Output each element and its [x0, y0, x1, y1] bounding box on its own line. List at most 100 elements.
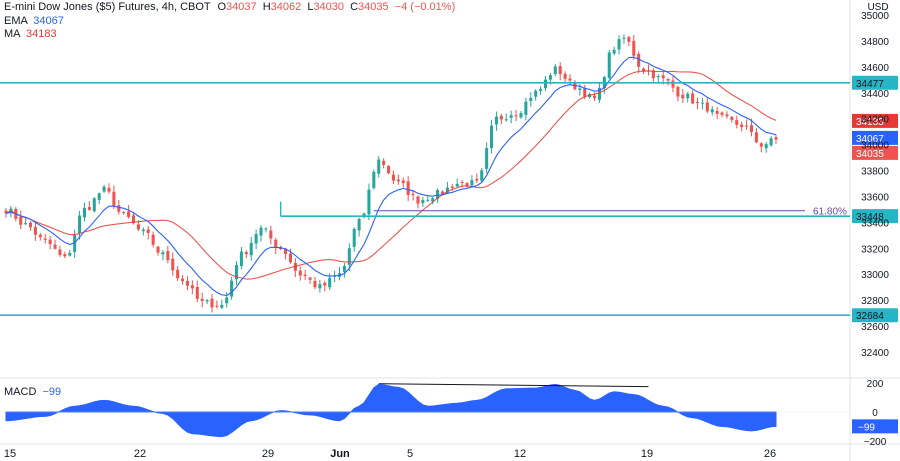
macd-label: MACD [4, 386, 37, 398]
time-tick-label: 22 [134, 448, 146, 460]
candle [48, 236, 52, 250]
candle-body [431, 198, 435, 202]
candle [303, 269, 307, 281]
candle [646, 64, 651, 76]
candle-body [470, 180, 474, 186]
candle-body [362, 213, 366, 218]
ema-legend[interactable]: EMA 34067 [4, 15, 64, 28]
candle-body [543, 79, 548, 89]
candle-body [583, 87, 587, 97]
candle [166, 245, 170, 264]
candle-body [318, 284, 322, 289]
high-label: H [262, 1, 271, 13]
candle-body [264, 228, 268, 230]
macd-divergence-line [378, 383, 649, 388]
candle [73, 229, 77, 258]
candle-body [92, 198, 96, 212]
level-price-tag: 32684 [852, 308, 898, 323]
candle [745, 119, 749, 130]
candle-body [485, 148, 489, 169]
candle [529, 92, 533, 107]
price-tag-ma: 34183 [852, 113, 898, 128]
ma-line [5, 70, 777, 280]
price-tag-label: 34067 [856, 134, 884, 145]
candle-body [563, 73, 567, 79]
candle-body [357, 218, 361, 231]
candle-body [612, 49, 616, 54]
candle [323, 280, 327, 292]
candle [725, 111, 729, 119]
candle-body [700, 102, 704, 104]
candle [274, 237, 278, 255]
candle [769, 136, 773, 147]
candle [352, 227, 356, 252]
candle-body [617, 39, 621, 50]
candle-body [234, 265, 239, 280]
candle [470, 175, 474, 188]
candle [293, 258, 297, 277]
candle [651, 68, 655, 82]
candle-body [548, 75, 552, 80]
candle [514, 110, 518, 121]
candle [720, 111, 724, 118]
candle-body [382, 160, 386, 165]
candle [637, 51, 641, 74]
candle [686, 91, 690, 103]
candle-body [607, 52, 611, 78]
candle [156, 246, 160, 256]
ma-legend[interactable]: MA 34183 [4, 28, 57, 41]
candle [367, 183, 371, 221]
candle-body [642, 68, 646, 72]
candle-body [19, 216, 23, 225]
candle-body [465, 183, 469, 187]
candle-body [406, 181, 410, 195]
candle [284, 247, 288, 260]
candle-body [293, 262, 297, 271]
candle [671, 76, 675, 93]
candle [534, 89, 538, 101]
macd-pane[interactable] [0, 383, 850, 438]
ma-value: 34183 [25, 28, 57, 40]
candle-body [29, 222, 33, 228]
candle [347, 243, 351, 271]
candle [146, 225, 150, 240]
candle-body [494, 116, 498, 125]
candle-body [4, 210, 8, 214]
price-tick-label: 32800 [861, 296, 889, 307]
price-tag-close: 34035 [852, 145, 898, 160]
candle [524, 97, 528, 121]
candle [377, 156, 381, 178]
candle-body [421, 200, 425, 204]
candle-body [593, 95, 597, 99]
candle [612, 46, 616, 56]
candle [122, 211, 126, 215]
change-value: −4 (−0.01%) [394, 1, 456, 13]
candle-body [347, 248, 351, 265]
candle-body [622, 37, 626, 39]
candle-body [475, 178, 479, 181]
candle-body [754, 132, 758, 143]
candle-body [117, 205, 121, 212]
candle [382, 158, 386, 169]
price-tick-label: 32600 [861, 322, 889, 333]
candle [627, 35, 631, 47]
candle-body [637, 53, 641, 67]
candle-body [97, 193, 101, 200]
macd-legend[interactable]: MACD −99 [4, 386, 61, 399]
candle-body [749, 125, 753, 132]
price-tick-label: 35000 [861, 11, 889, 22]
candle [372, 169, 376, 190]
candle-body [436, 190, 440, 199]
candle [308, 276, 312, 285]
candle-body [73, 235, 77, 252]
candle [558, 62, 562, 81]
candle [691, 90, 695, 105]
candle [666, 78, 670, 86]
candle-body [445, 187, 449, 194]
price-tick-label: 33200 [861, 244, 889, 255]
candle-body [38, 234, 42, 238]
candle [553, 64, 557, 77]
candle-body [377, 159, 381, 174]
candle [563, 71, 567, 83]
